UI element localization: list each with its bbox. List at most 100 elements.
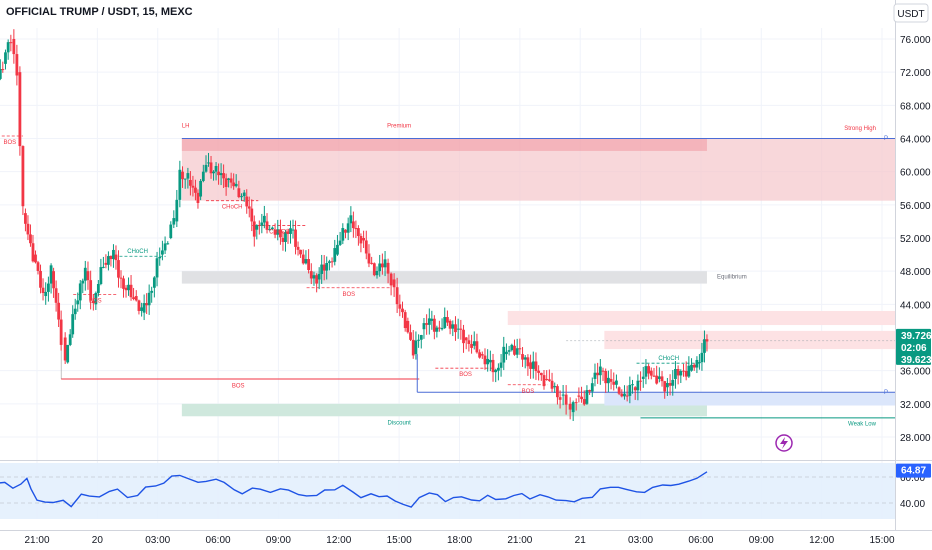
candle[interactable] (359, 236, 363, 244)
lightning-icon[interactable] (775, 434, 793, 452)
candle[interactable] (178, 169, 182, 200)
candle[interactable] (641, 376, 645, 379)
candle[interactable] (39, 270, 42, 288)
candle[interactable] (132, 297, 135, 300)
candle[interactable] (674, 369, 677, 379)
candle[interactable] (615, 380, 618, 385)
candle[interactable] (229, 178, 233, 183)
candle[interactable] (273, 229, 277, 235)
candle[interactable] (462, 329, 465, 344)
candle[interactable] (585, 390, 589, 404)
candle[interactable] (224, 178, 228, 187)
candle[interactable] (491, 359, 495, 373)
candle[interactable] (354, 228, 358, 230)
candle[interactable] (698, 362, 701, 364)
candle[interactable] (260, 222, 264, 226)
candle[interactable] (219, 173, 223, 176)
candle[interactable] (12, 39, 16, 55)
candle[interactable] (312, 275, 316, 279)
candle[interactable] (330, 261, 334, 263)
candle[interactable] (163, 243, 167, 251)
candle[interactable] (109, 256, 113, 260)
candle[interactable] (679, 371, 683, 376)
candle[interactable] (623, 393, 626, 397)
candle[interactable] (327, 261, 331, 263)
candle[interactable] (687, 365, 691, 377)
candle[interactable] (207, 162, 210, 164)
candle[interactable] (617, 387, 621, 394)
candle[interactable] (448, 320, 452, 329)
candle[interactable] (294, 229, 297, 247)
currency-button[interactable]: USDT (893, 3, 929, 23)
candle[interactable] (99, 267, 103, 284)
candle[interactable] (346, 223, 350, 233)
candle[interactable] (596, 372, 600, 376)
candle[interactable] (574, 402, 578, 404)
candle[interactable] (212, 171, 215, 174)
candle[interactable] (296, 246, 300, 250)
candle[interactable] (604, 371, 608, 384)
candle[interactable] (349, 215, 353, 224)
candle[interactable] (593, 372, 597, 379)
candle[interactable] (4, 52, 7, 64)
candle[interactable] (507, 350, 511, 352)
candle[interactable] (137, 300, 141, 311)
candle[interactable] (175, 199, 179, 222)
candle[interactable] (703, 339, 706, 353)
candle[interactable] (577, 395, 581, 397)
candle[interactable] (440, 327, 444, 330)
candle[interactable] (362, 238, 365, 241)
candle[interactable] (398, 304, 402, 309)
candle[interactable] (657, 376, 661, 379)
candle[interactable] (150, 290, 154, 293)
candle[interactable] (204, 164, 208, 172)
candle[interactable] (357, 228, 360, 237)
candle[interactable] (580, 396, 583, 400)
candle[interactable] (227, 178, 231, 180)
candle[interactable] (488, 359, 492, 363)
price-axis[interactable]: 76.000 72.000 68.000 64.000 60.000 56.000 52.0… (896, 35, 932, 510)
candle[interactable] (409, 332, 412, 340)
candle[interactable] (451, 324, 455, 329)
candle[interactable] (537, 370, 541, 373)
candle[interactable] (15, 54, 19, 76)
candle[interactable] (545, 378, 549, 380)
candle[interactable] (542, 375, 546, 387)
candle[interactable] (505, 351, 508, 355)
candle[interactable] (320, 264, 324, 274)
candle[interactable] (181, 171, 184, 180)
candle[interactable] (631, 384, 634, 386)
candle[interactable] (435, 327, 439, 332)
candle[interactable] (41, 287, 45, 293)
candle[interactable] (191, 185, 195, 188)
candle[interactable] (315, 275, 319, 284)
candle[interactable] (523, 357, 527, 360)
candle[interactable] (372, 263, 376, 276)
candle[interactable] (417, 339, 420, 341)
candle[interactable] (47, 283, 50, 292)
candle[interactable] (222, 173, 226, 179)
candle[interactable] (234, 183, 238, 187)
candle[interactable] (502, 346, 506, 363)
candle[interactable] (383, 259, 387, 268)
candle[interactable] (564, 394, 568, 405)
candle[interactable] (556, 386, 559, 398)
candle[interactable] (155, 258, 159, 278)
candle[interactable] (336, 244, 339, 255)
candle[interactable] (158, 256, 162, 259)
candle[interactable] (91, 300, 95, 304)
candle[interactable] (117, 260, 120, 278)
candle[interactable] (232, 182, 236, 187)
candle[interactable] (1, 69, 5, 71)
candle[interactable] (262, 215, 266, 223)
candle[interactable] (201, 171, 205, 181)
candle[interactable] (307, 259, 311, 271)
candle[interactable] (189, 179, 192, 186)
candle[interactable] (558, 397, 562, 400)
candle[interactable] (620, 393, 624, 397)
candle[interactable] (639, 380, 642, 382)
candle[interactable] (54, 288, 58, 303)
candle[interactable] (66, 344, 70, 363)
candle[interactable] (531, 361, 535, 369)
